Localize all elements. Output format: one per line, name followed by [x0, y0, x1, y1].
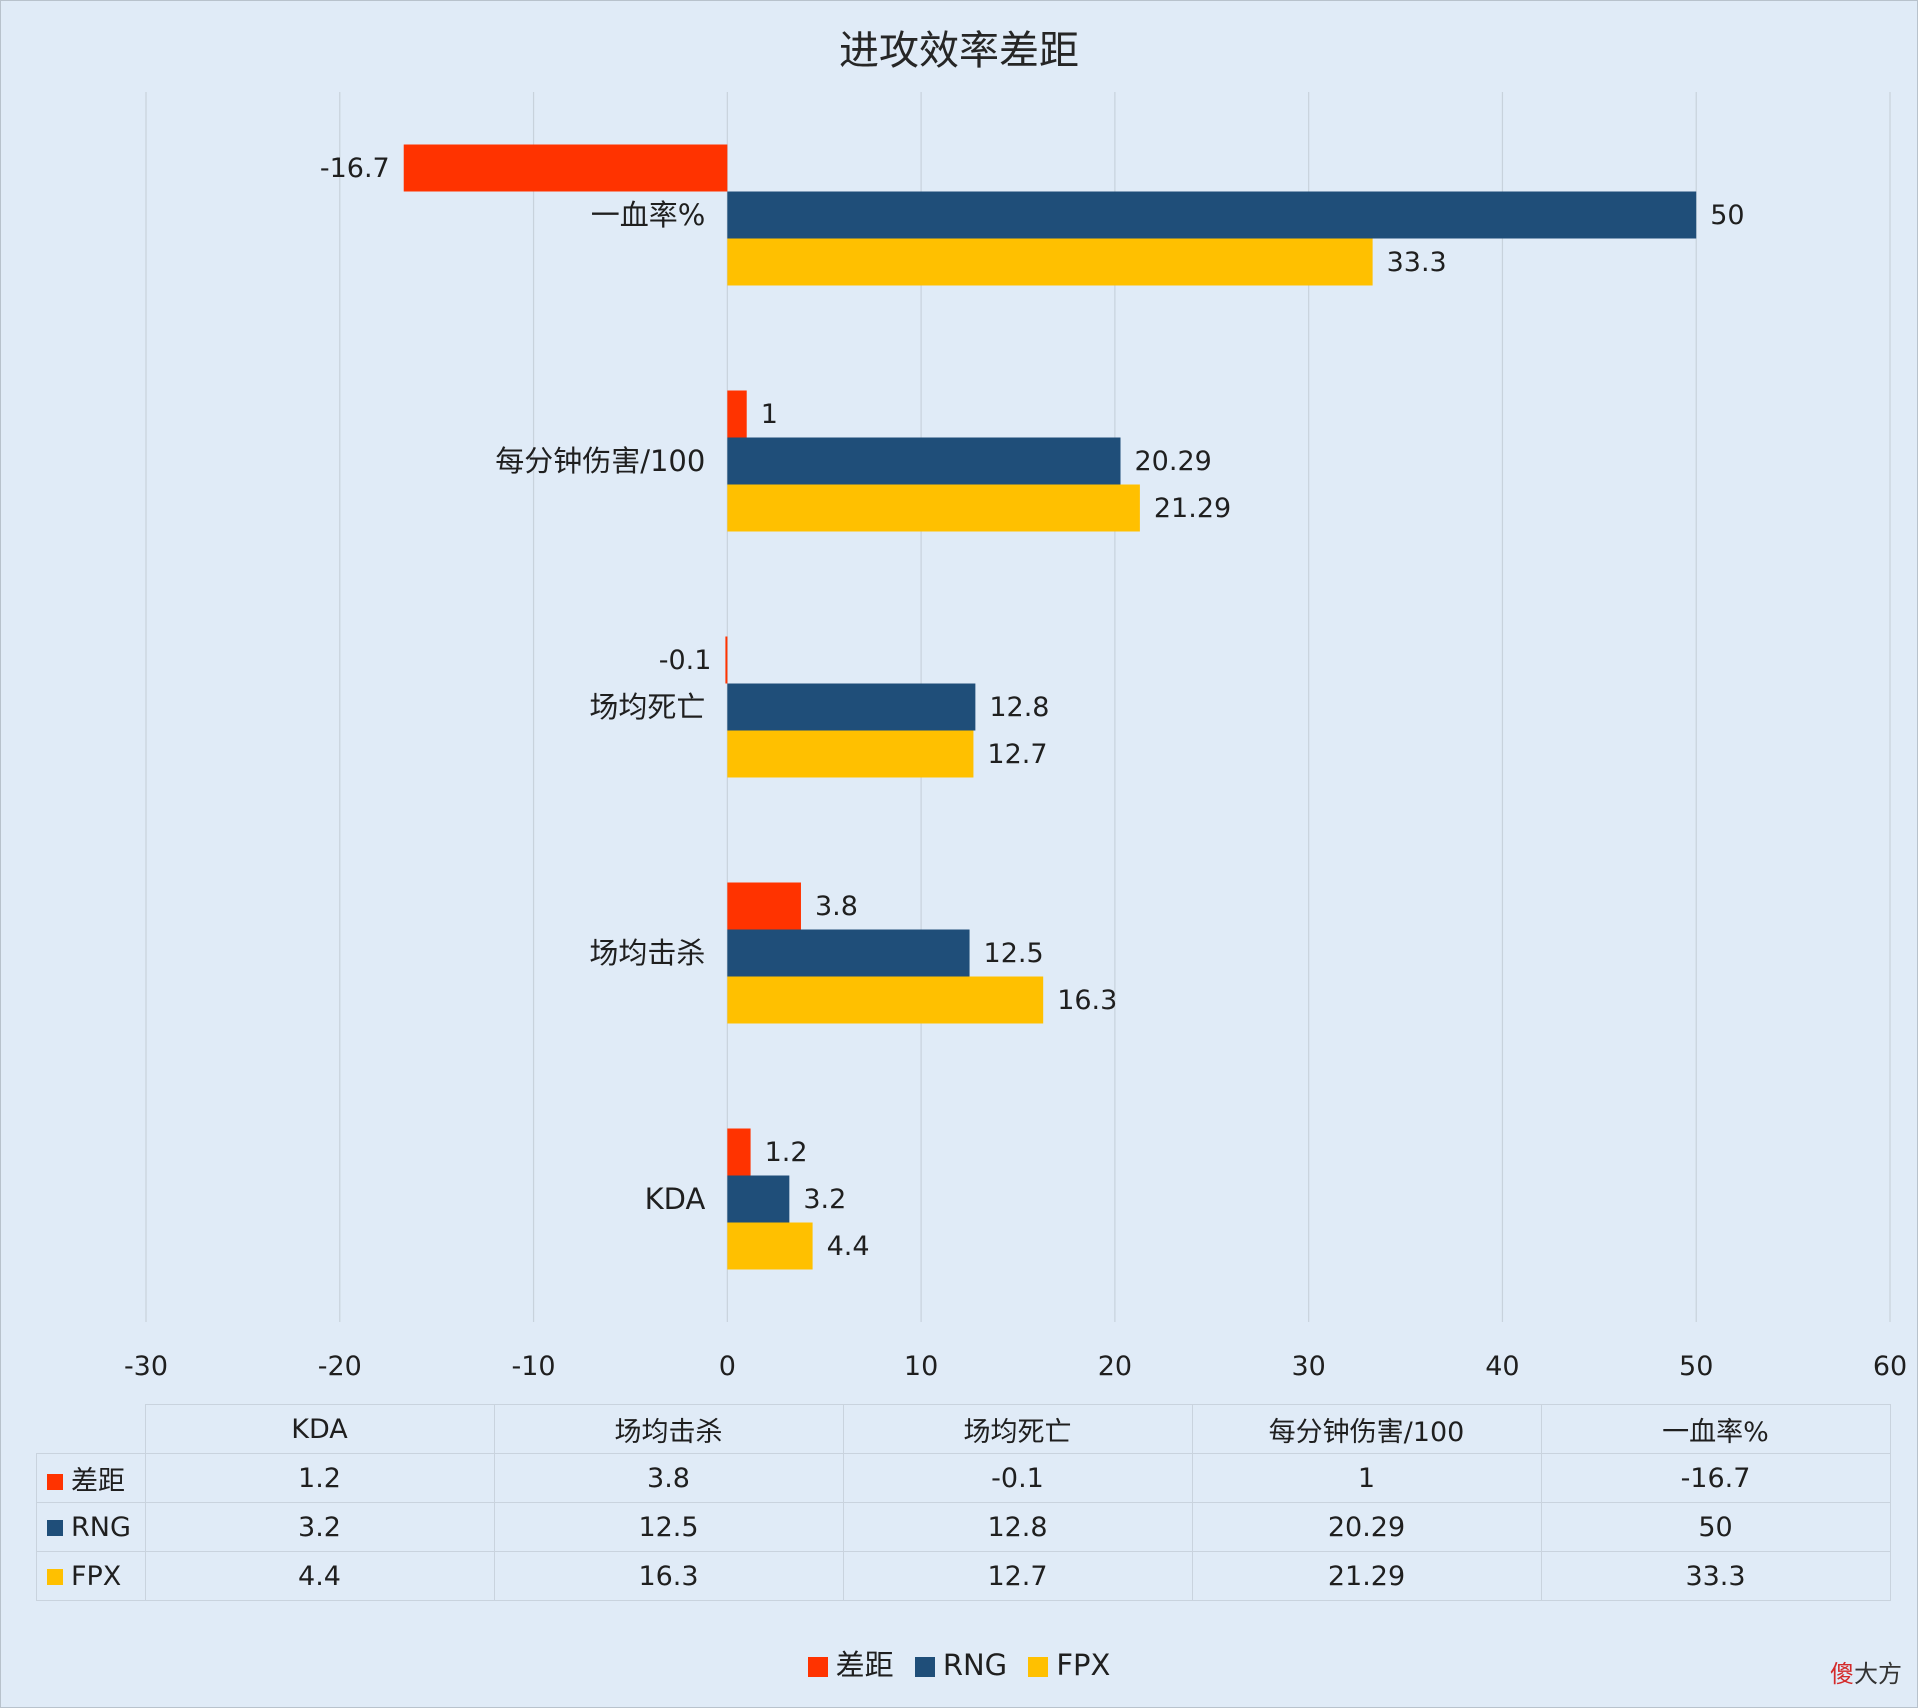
x-tick-label: 10: [904, 1351, 938, 1382]
data-label: -0.1: [659, 645, 712, 676]
table-header-cell: 一血率%: [1540, 1404, 1891, 1454]
table-cell: 12.7: [842, 1551, 1193, 1601]
table-row-header: FPX: [36, 1551, 146, 1601]
x-tick-label: 40: [1485, 1351, 1519, 1382]
legend-item: 差距: [807, 1642, 894, 1684]
table-corner-cell: [36, 1404, 146, 1454]
series-swatch: [47, 1569, 63, 1585]
x-tick-label: 60: [1873, 1351, 1907, 1382]
bar: [727, 437, 1121, 485]
bar: [727, 882, 801, 930]
category-label: 每分钟伤害/100: [495, 444, 705, 478]
legend-swatch: [914, 1657, 935, 1677]
bar: [727, 683, 976, 731]
table-cell: 16.3: [493, 1551, 844, 1601]
data-label: 12.8: [989, 692, 1049, 723]
table-cell: -0.1: [842, 1453, 1193, 1503]
table-cell: 50: [1540, 1502, 1891, 1552]
series-name: FPX: [71, 1560, 122, 1592]
series-name: 差距: [71, 1465, 125, 1497]
table-cell: 1: [1191, 1453, 1542, 1503]
data-label: 3.8: [815, 891, 858, 922]
bar: [727, 1222, 813, 1270]
data-label: 20.29: [1135, 446, 1212, 477]
table-header-cell: 场均死亡: [842, 1404, 1193, 1454]
bar: [727, 484, 1140, 532]
chart-title: 进攻效率差距: [839, 28, 1079, 74]
watermark-text: 大方: [1854, 1660, 1902, 1688]
bar: [727, 191, 1697, 239]
watermark: 傻大方: [1830, 1654, 1902, 1689]
table-row: 差距 1.2 3.8 -0.1 1 -16.7: [36, 1453, 1891, 1503]
table-cell: 3.2: [144, 1502, 495, 1552]
table-cell: 1.2: [144, 1453, 495, 1503]
bar: [727, 1128, 751, 1176]
series-swatch: [47, 1474, 63, 1490]
x-tick-label: 0: [719, 1351, 736, 1382]
table-header-cell: KDA: [144, 1404, 495, 1454]
series-name: RNG: [71, 1511, 131, 1543]
data-label: 1.2: [765, 1137, 808, 1168]
table-cell: 3.8: [493, 1453, 844, 1503]
x-tick-label: -20: [318, 1351, 362, 1382]
data-label: 4.4: [827, 1231, 870, 1262]
table-cell: 20.29: [1191, 1502, 1542, 1552]
x-tick-label: 50: [1679, 1351, 1713, 1382]
chart-legend: 差距 RNG FPX: [0, 1642, 1918, 1684]
x-tick-label: 20: [1098, 1351, 1132, 1382]
data-label: 33.3: [1387, 247, 1447, 278]
category-label: 场均击杀: [589, 936, 705, 970]
bar: [727, 238, 1373, 286]
data-label: 12.5: [984, 938, 1044, 969]
table-header-row: KDA 场均击杀 场均死亡 每分钟伤害/100 一血率%: [36, 1404, 1891, 1454]
x-tick-label: -30: [124, 1351, 168, 1382]
legend-swatch: [1028, 1657, 1049, 1677]
data-label: 3.2: [803, 1184, 846, 1215]
x-tick-label: -10: [512, 1351, 556, 1382]
table-header-cell: 每分钟伤害/100: [1191, 1404, 1542, 1454]
bar: [727, 976, 1044, 1024]
data-label: 1: [761, 399, 778, 430]
table-cell: 12.5: [493, 1502, 844, 1552]
data-label: 12.7: [987, 739, 1047, 770]
legend-label: FPX: [1056, 1648, 1111, 1682]
bar: [727, 1175, 790, 1223]
category-label: 一血率%: [591, 198, 706, 232]
table-row-header: RNG: [36, 1502, 146, 1552]
table-cell: 33.3: [1540, 1551, 1891, 1601]
table-cell: 4.4: [144, 1551, 495, 1601]
data-label: -16.7: [320, 153, 390, 184]
data-label: 16.3: [1057, 985, 1117, 1016]
legend-item: FPX: [1028, 1648, 1110, 1682]
legend-label: 差距: [835, 1648, 894, 1682]
table-row: FPX 4.4 16.3 12.7 21.29 33.3: [36, 1551, 1891, 1601]
data-label: 50: [1710, 200, 1744, 231]
bar: [727, 390, 747, 438]
table-header-cell: 场均击杀: [493, 1404, 844, 1454]
category-label: 场均死亡: [589, 690, 705, 724]
table-cell: 21.29: [1191, 1551, 1542, 1601]
bar: [727, 929, 970, 977]
legend-swatch: [807, 1657, 828, 1677]
watermark-mark: 傻: [1830, 1660, 1854, 1688]
bar: [727, 730, 974, 778]
table-cell: 12.8: [842, 1502, 1193, 1552]
table-row-header: 差距: [36, 1453, 146, 1503]
legend-label: RNG: [942, 1648, 1008, 1682]
category-label: KDA: [645, 1182, 706, 1216]
legend-item: RNG: [914, 1648, 1008, 1682]
table-row: RNG 3.2 12.5 12.8 20.29 50: [36, 1502, 1891, 1552]
table-cell: -16.7: [1540, 1453, 1891, 1503]
series-swatch: [47, 1520, 63, 1536]
data-label: 21.29: [1154, 493, 1231, 524]
bar: [403, 144, 728, 192]
x-tick-label: 30: [1291, 1351, 1325, 1382]
bar-chart: -30 -20 -10 0 10 20 30 40 50 60 1.2 3.2 4.4 KDA 3.8 12.…: [124, 92, 1907, 1382]
data-table: KDA 场均击杀 场均死亡 每分钟伤害/100 一血率% 差距 1.2 3.8 …: [36, 1404, 1891, 1601]
bar: [725, 636, 728, 684]
